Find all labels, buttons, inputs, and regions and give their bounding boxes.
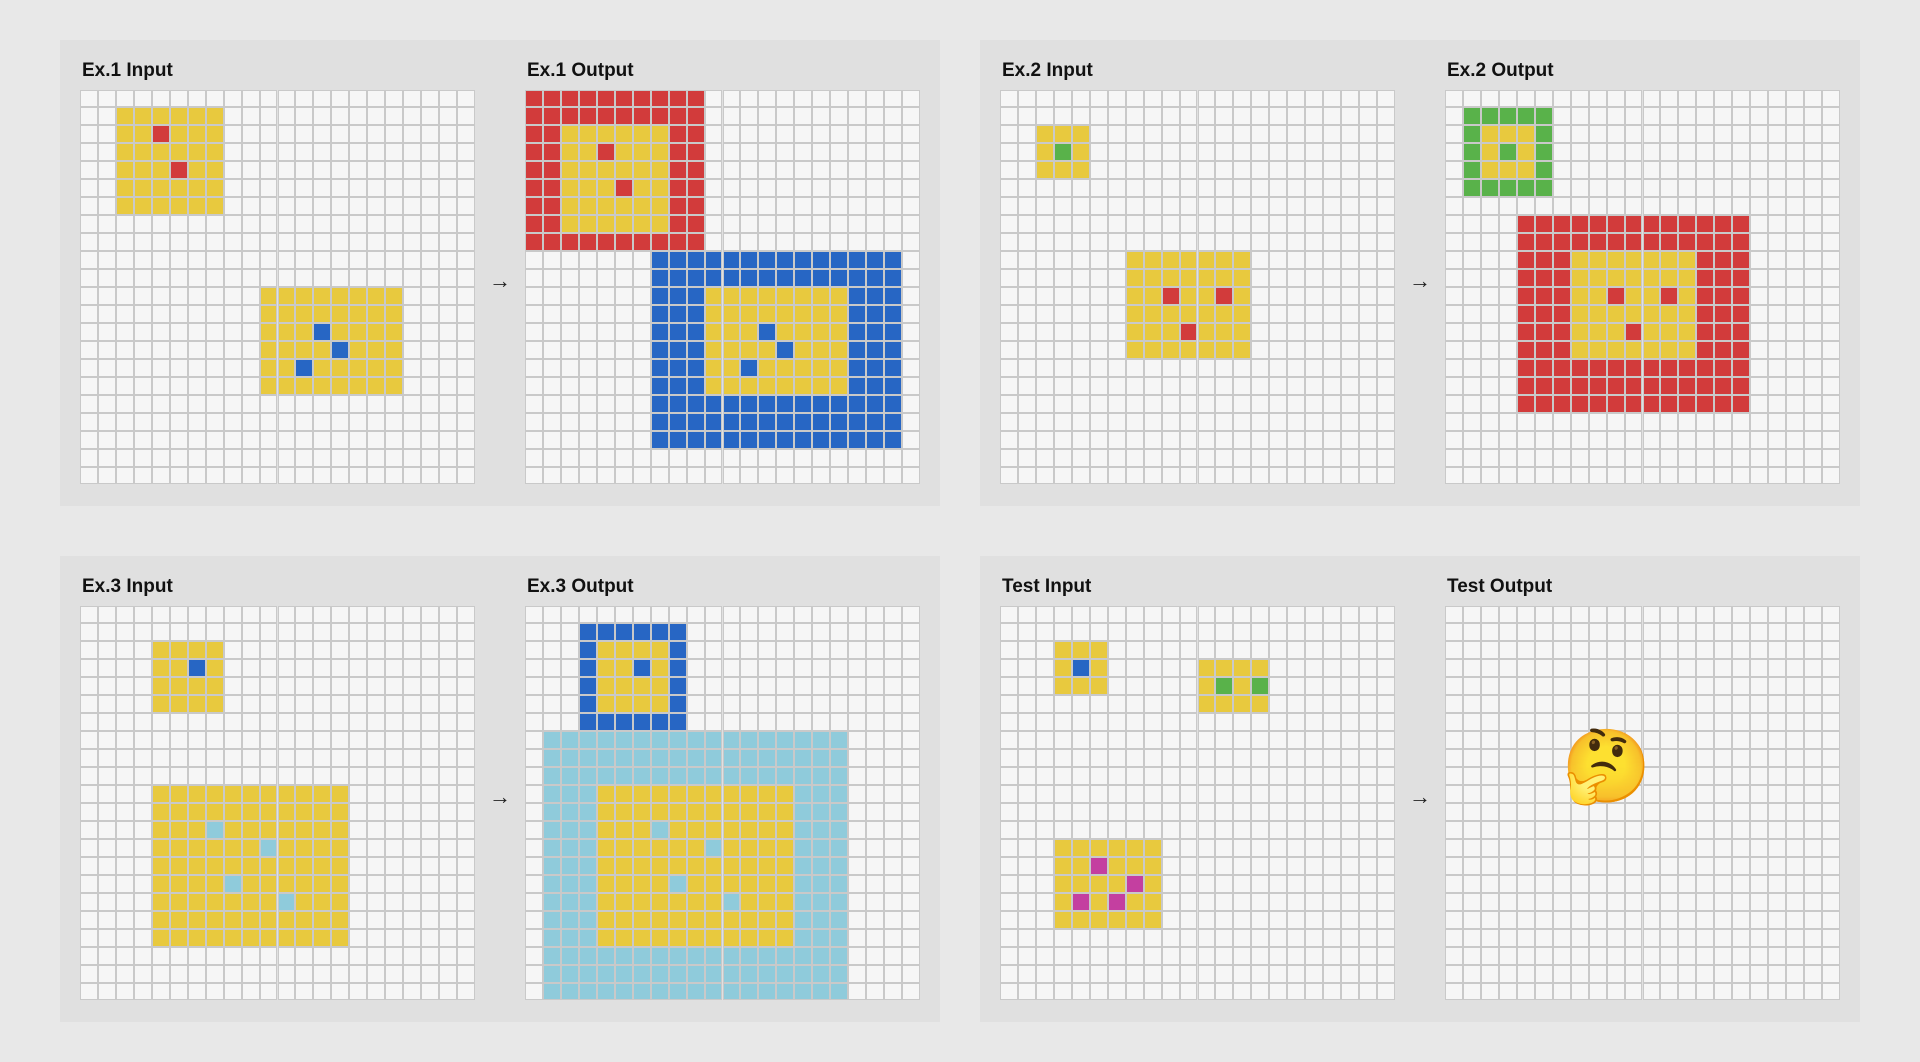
output-half: Ex.2 Output bbox=[1445, 60, 1840, 485]
output-title: Ex.3 Output bbox=[527, 576, 634, 598]
input-title: Test Input bbox=[1002, 576, 1091, 598]
output-title: Test Output bbox=[1447, 576, 1552, 598]
output-grid bbox=[1445, 90, 1840, 485]
output-half: Ex.1 Output bbox=[525, 60, 920, 485]
output-title: Ex.1 Output bbox=[527, 60, 634, 82]
output-title: Ex.2 Output bbox=[1447, 60, 1554, 82]
input-title: Ex.1 Input bbox=[82, 60, 173, 82]
arrow-icon: → bbox=[1405, 268, 1435, 294]
example-panel-4: Test Input → Test Output 🤔 bbox=[980, 556, 1860, 1022]
thinking-face-icon: 🤔 bbox=[1562, 731, 1652, 803]
input-grid bbox=[80, 606, 475, 1001]
input-half: Ex.2 Input bbox=[1000, 60, 1395, 485]
example-panel-3: Ex.3 Input → Ex.3 Output bbox=[60, 556, 940, 1022]
example-panel-2: Ex.2 Input → Ex.2 Output bbox=[980, 40, 1860, 506]
output-half: Test Output 🤔 bbox=[1445, 576, 1840, 1001]
input-title: Ex.2 Input bbox=[1002, 60, 1093, 82]
arrow-icon: → bbox=[485, 784, 515, 810]
input-half: Ex.1 Input bbox=[80, 60, 475, 485]
arrow-icon: → bbox=[1405, 784, 1435, 810]
arrow-icon: → bbox=[485, 268, 515, 294]
input-grid bbox=[1000, 90, 1395, 485]
input-grid bbox=[80, 90, 475, 485]
input-title: Ex.3 Input bbox=[82, 576, 173, 598]
output-grid: 🤔 bbox=[1445, 606, 1840, 1001]
input-grid bbox=[1000, 606, 1395, 1001]
output-grid bbox=[525, 606, 920, 1001]
output-half: Ex.3 Output bbox=[525, 576, 920, 1001]
example-panel-1: Ex.1 Input → Ex.1 Output bbox=[60, 40, 940, 506]
output-grid bbox=[525, 90, 920, 485]
input-half: Test Input bbox=[1000, 576, 1395, 1001]
input-half: Ex.3 Input bbox=[80, 576, 475, 1001]
